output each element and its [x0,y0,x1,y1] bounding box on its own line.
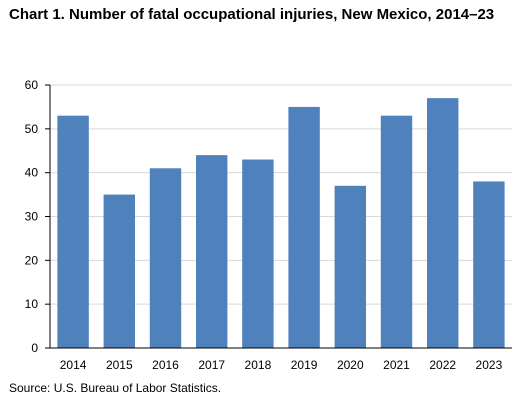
bar-2018 [242,159,274,348]
bars [57,98,505,349]
bar-2017 [195,155,228,348]
y-tick-label-30: 30 [25,210,39,224]
x-tick-label-2018: 2018 [245,358,272,372]
y-tick-label-60: 60 [25,78,39,92]
x-tick-label-2019: 2019 [291,358,318,372]
bar-2016 [149,168,182,348]
x-tick-label-2017: 2017 [198,358,225,372]
bar-2019 [288,106,320,349]
bar-2014 [57,115,89,348]
source-note: Source: U.S. Bureau of Labor Statistics. [9,381,222,395]
y-tick-label-50: 50 [25,122,39,136]
x-tick-labels: 2014 2015 2016 2017 2018 2019 2020 2021 2022 2023 [60,358,503,372]
bar-2020 [334,185,367,348]
y-tick-label-10: 10 [25,297,39,311]
bar-2021 [380,115,413,348]
y-tick-label-20: 20 [25,253,39,267]
y-tick-label-0: 0 [31,341,38,355]
x-tick-label-2020: 2020 [337,358,364,372]
bar-2015 [103,194,136,348]
axes [45,84,512,349]
x-tick-label-2016: 2016 [152,358,179,372]
x-tick-label-2014: 2014 [60,358,87,372]
x-tick-label-2015: 2015 [106,358,133,372]
y-tick-label-40: 40 [25,166,39,180]
chart-title: Chart 1. Number of fatal occupational in… [9,6,495,23]
x-tick-label-2023: 2023 [476,358,503,372]
x-tick-label-2022: 2022 [429,358,456,372]
bar-2022 [426,98,459,349]
x-tick-label-2021: 2021 [383,358,410,372]
bar-2023 [473,181,505,348]
y-tick-labels: 0 10 20 30 40 50 60 [25,78,39,355]
